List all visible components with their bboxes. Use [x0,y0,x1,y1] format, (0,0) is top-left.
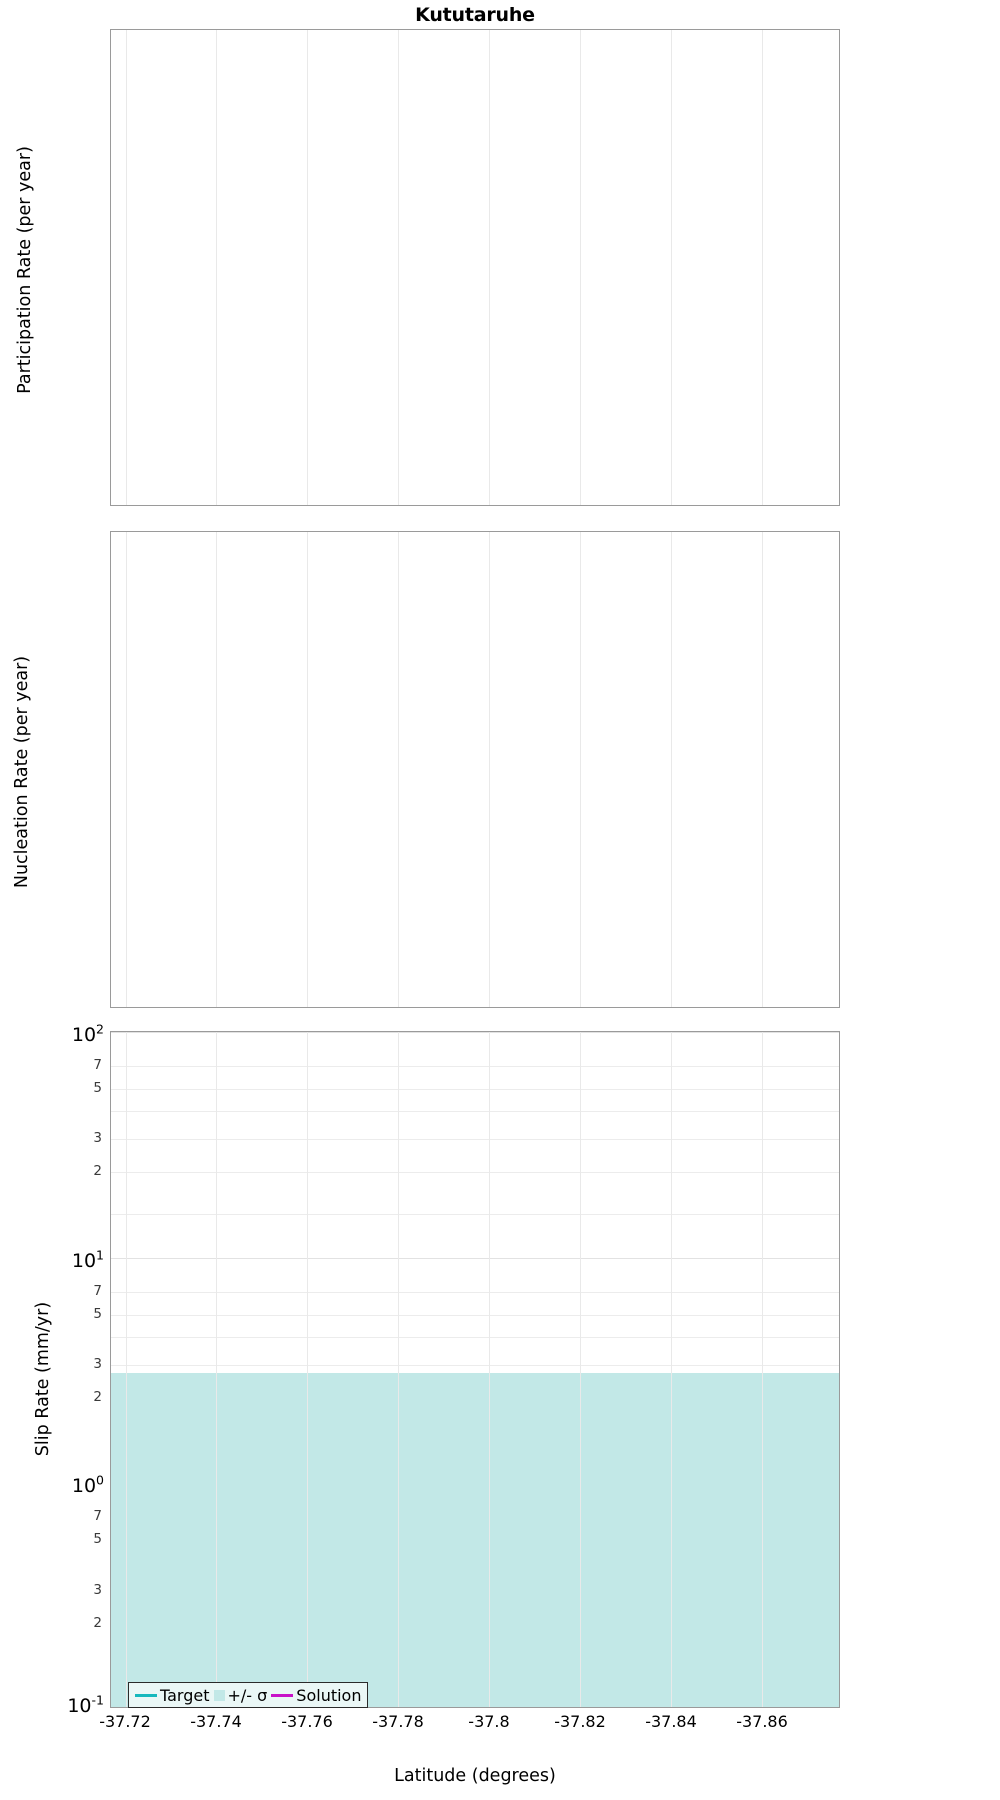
ytick-label-1e2: 102 [71,1021,104,1046]
ytick-label-minor-5: 5 [93,1306,102,1322]
gridline-vertical [216,1032,217,1707]
legend-line-icon [271,1693,294,1697]
ytick-label-minor-3: 3 [93,1130,102,1146]
legend-entry-target[interactable]: Target [133,1686,212,1705]
legend-label-solution: Solution [296,1685,362,1705]
legend-entry-solution[interactable]: Solution [269,1686,363,1705]
legend[interactable]: Target +/- σ Solution [128,1682,369,1708]
gridline-vertical [580,30,581,505]
gridline-vertical [762,30,763,505]
ytick-label-1e-1: 10-1 [67,1692,104,1717]
gridline-vertical [489,30,490,505]
gridline-horizontal [111,1032,839,1033]
gridline-vertical [398,1032,399,1707]
gridline-horizontal [111,1315,839,1316]
gridline-horizontal [111,1066,839,1067]
ytick-label-minor-2: 2 [93,1163,102,1179]
gridline-horizontal [111,1139,839,1140]
xlabel-latitude: Latitude (degrees) [394,1766,556,1786]
ytick-label-minor-2: 2 [93,1615,102,1631]
gridline-vertical [762,1032,763,1707]
gridline-vertical [398,532,399,1007]
ytick-label-minor-3: 3 [93,1582,102,1598]
ytick-label-minor-7: 7 [93,1057,102,1073]
gridline-vertical [489,1032,490,1707]
ytick-label-minor-2: 2 [93,1389,102,1405]
gridline-vertical [307,1032,308,1707]
ytick-label-minor-7: 7 [93,1508,102,1524]
gridline-horizontal [111,1292,839,1293]
gridline-vertical [216,532,217,1007]
legend-entry-sigma[interactable]: +/- σ [212,1686,270,1705]
gridline-horizontal [111,1111,839,1112]
panel-nucleation-rate [110,531,840,1008]
gridline-vertical [671,532,672,1007]
ytick-label-1e1: 101 [71,1247,104,1272]
gridline-vertical [398,30,399,505]
ytick-label-minor-5: 5 [93,1531,102,1547]
gridline-horizontal [111,1214,839,1215]
xtick-label: -37.78 [372,1712,424,1731]
gridline-vertical [126,1032,127,1707]
ytick-label-minor-5: 5 [93,1080,102,1096]
gridline-horizontal [111,1172,839,1173]
legend-label-target: Target [160,1685,210,1705]
gridline-horizontal [111,1089,839,1090]
sigma-uncertainty-band [111,1373,839,1707]
ytick-label-minor-3: 3 [93,1356,102,1372]
gridline-horizontal [111,1365,839,1366]
panel-participation-rate [110,29,840,506]
gridline-vertical [671,1032,672,1707]
xtick-label: -37.84 [645,1712,697,1731]
xtick-label: -37.86 [736,1712,788,1731]
gridline-vertical [126,532,127,1007]
gridline-vertical [307,30,308,505]
gridline-vertical [762,532,763,1007]
ylabel-participation-rate: Participation Rate (per year) [15,146,35,394]
gridline-vertical [580,532,581,1007]
gridline-vertical [307,532,308,1007]
ytick-label-1e0: 100 [71,1472,104,1497]
gridline-vertical [126,30,127,505]
legend-swatch-icon [213,1689,225,1701]
ylabel-nucleation-rate: Nucleation Rate (per year) [12,655,32,889]
gridline-horizontal [111,1258,839,1259]
xtick-label: -37.74 [190,1712,242,1731]
panel-slip-rate [110,1031,840,1708]
ylabel-slip-rate: Slip Rate (mm/yr) [33,1301,53,1457]
xtick-label: -37.8 [468,1712,510,1731]
xtick-label: -37.82 [554,1712,606,1731]
legend-label-sigma: +/- σ [227,1685,268,1705]
gridline-vertical [489,532,490,1007]
gridline-horizontal [111,1337,839,1338]
gridline-vertical [671,30,672,505]
xtick-label: -37.76 [281,1712,333,1731]
ytick-label-minor-7: 7 [93,1283,102,1299]
gridline-vertical [580,1032,581,1707]
xtick-label: -37.72 [99,1712,151,1731]
legend-line-icon [135,1693,157,1697]
figure-title: Kututaruhe [415,4,535,26]
gridline-vertical [216,30,217,505]
